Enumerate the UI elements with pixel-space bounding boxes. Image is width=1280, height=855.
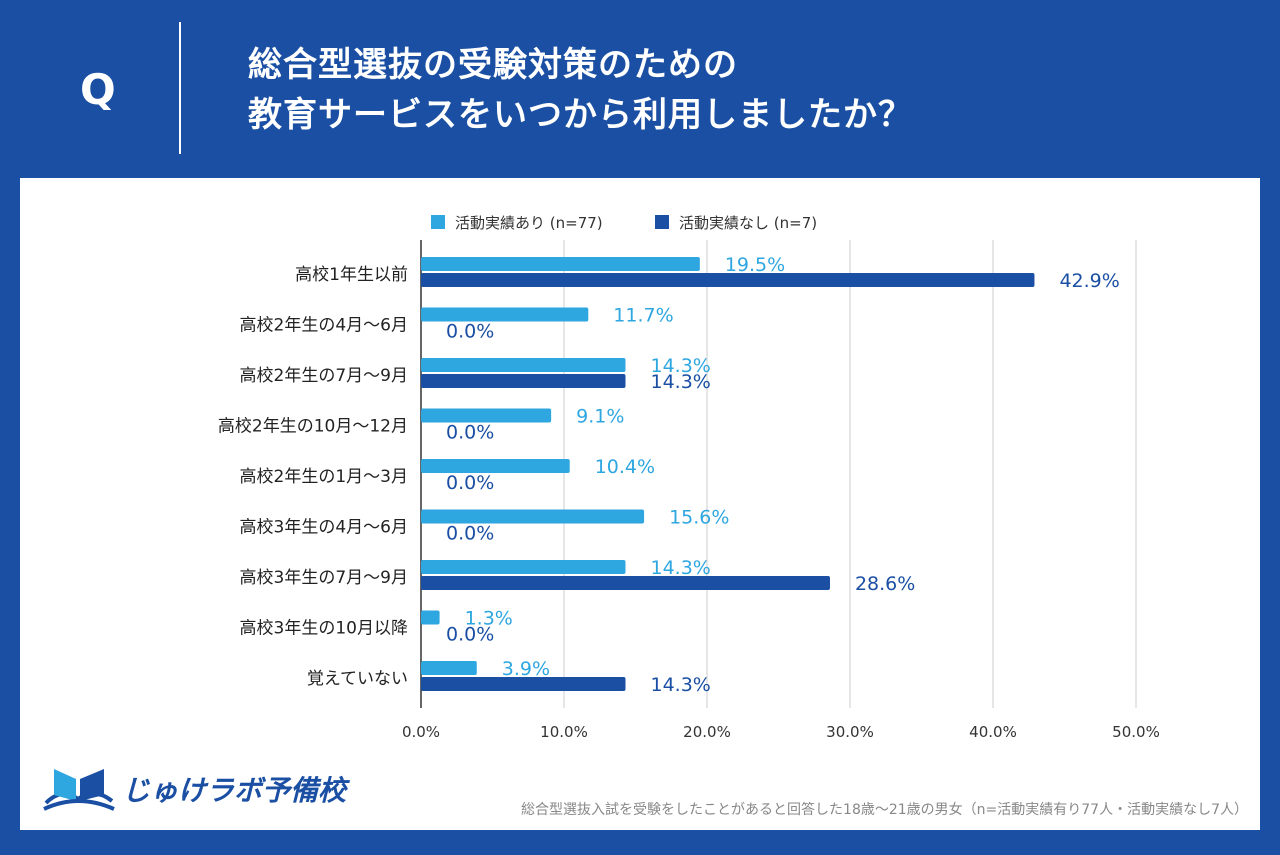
logo: じゅけラボ予備校 <box>40 763 360 818</box>
data-label-series-2: 0.0% <box>446 321 494 343</box>
data-label-series-1: 11.7% <box>613 305 673 327</box>
bar-chart: 0.0% 10.0% 20.0% 30.0% 40.0% 50.0% 活動実績あり (n=7… <box>218 214 1160 741</box>
header-divider <box>179 22 181 154</box>
bar-series-1 <box>421 509 645 524</box>
category-label: 高校3年生の7月〜9月 <box>240 568 408 588</box>
bar-series-2 <box>421 576 830 590</box>
data-label-series-1: 10.4% <box>595 456 655 478</box>
q-mark: Q <box>80 65 116 114</box>
data-label-series-2: 0.0% <box>446 523 494 545</box>
data-label-series-1: 1.3% <box>465 608 513 630</box>
x-tick-label: 0.0% <box>402 723 440 741</box>
legend-label-series-1: 活動実績あり (n=77) <box>455 214 603 232</box>
title-line-2: 教育サービスをいつから利用しましたか？ <box>248 95 913 135</box>
x-tick-label: 50.0% <box>1112 723 1160 741</box>
chart-panel: 0.0% 10.0% 20.0% 30.0% 40.0% 50.0% 活動実績あり (n=7… <box>20 178 1260 830</box>
bar-series-2 <box>421 273 1035 287</box>
x-tick-label: 10.0% <box>540 723 588 741</box>
data-label-series-2: 0.0% <box>446 472 494 494</box>
data-label-series-2: 14.3% <box>650 674 710 696</box>
bar-series-1 <box>421 307 589 322</box>
legend-swatch-series-2 <box>655 215 669 229</box>
category-label: 覚えていない <box>307 669 408 689</box>
data-label-series-2: 14.3% <box>650 371 710 393</box>
data-label-series-2: 42.9% <box>1059 270 1119 292</box>
data-label-series-1: 15.6% <box>669 507 729 529</box>
x-tick-label: 20.0% <box>683 723 731 741</box>
category-label: 高校3年生の10月以降 <box>240 619 408 639</box>
data-label-series-2: 28.6% <box>855 573 915 595</box>
bar-series-1 <box>421 560 626 574</box>
legend-swatch-series-1 <box>431 215 445 229</box>
data-label-series-1: 3.9% <box>502 658 550 680</box>
bar-series-2 <box>421 677 626 691</box>
data-label-series-2: 0.0% <box>446 624 494 646</box>
legend-label-series-2: 活動実績なし (n=7) <box>679 214 817 232</box>
bar-series-2 <box>421 374 626 388</box>
bar-series-1 <box>421 459 570 473</box>
category-label: 高校1年生以前 <box>295 265 408 285</box>
question-title: 総合型選抜の受験対策のための 教育サービスをいつから利用しましたか？ <box>248 40 1248 140</box>
logo-text: じゅけラボ予備校 <box>122 774 347 807</box>
book-logo-icon <box>43 769 115 811</box>
x-tick-label: 30.0% <box>826 723 874 741</box>
data-label-series-1: 19.5% <box>725 254 785 276</box>
bar-series-1 <box>421 661 477 675</box>
data-label-series-1: 9.1% <box>576 406 624 428</box>
header: Q 総合型選抜の受験対策のための 教育サービスをいつから利用しましたか？ <box>0 0 1280 178</box>
bar-series-1 <box>421 257 700 271</box>
category-label: 高校3年生の4月〜6月 <box>240 518 408 538</box>
category-label: 高校2年生の4月〜6月 <box>240 316 408 336</box>
data-label-series-1: 14.3% <box>650 355 710 377</box>
title-line-1: 総合型選抜の受験対策のための <box>248 45 738 85</box>
category-label: 高校2年生の1月〜3月 <box>240 467 408 487</box>
x-tick-label: 40.0% <box>969 723 1017 741</box>
footnote: 総合型選抜入試を受験をしたことがあると回答した18歳〜21歳の男女（n=活動実績… <box>521 802 1248 818</box>
bar-series-1 <box>421 408 552 423</box>
category-label: 高校2年生の7月〜9月 <box>240 366 408 386</box>
bar-series-1 <box>421 610 440 625</box>
category-label: 高校2年生の10月〜12月 <box>218 417 408 437</box>
data-label-series-1: 14.3% <box>650 557 710 579</box>
data-label-series-2: 0.0% <box>446 422 494 444</box>
bar-series-1 <box>421 358 626 372</box>
